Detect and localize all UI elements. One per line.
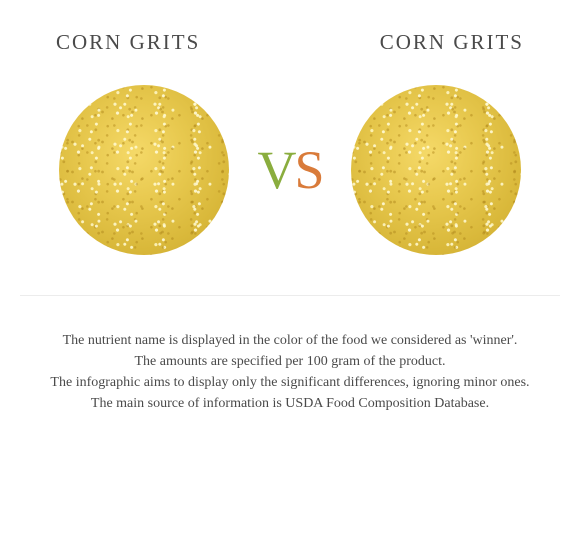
vs-v: V xyxy=(257,140,294,200)
left-food-image xyxy=(59,85,229,255)
vs-label: VS xyxy=(257,143,322,197)
comparison-row: VS xyxy=(0,85,580,255)
left-food-title: CORN GRITS xyxy=(56,30,200,55)
right-food-title: CORN GRITS xyxy=(380,30,524,55)
right-food-image xyxy=(351,85,521,255)
note-line-1: The nutrient name is displayed in the co… xyxy=(20,330,560,351)
note-line-3: The infographic aims to display only the… xyxy=(20,372,560,393)
note-line-2: The amounts are specified per 100 gram o… xyxy=(20,351,560,372)
header-row: CORN GRITS CORN GRITS xyxy=(0,0,580,55)
notes-block: The nutrient name is displayed in the co… xyxy=(0,296,580,414)
vs-s: S xyxy=(294,140,322,200)
note-line-4: The main source of information is USDA F… xyxy=(20,393,560,414)
